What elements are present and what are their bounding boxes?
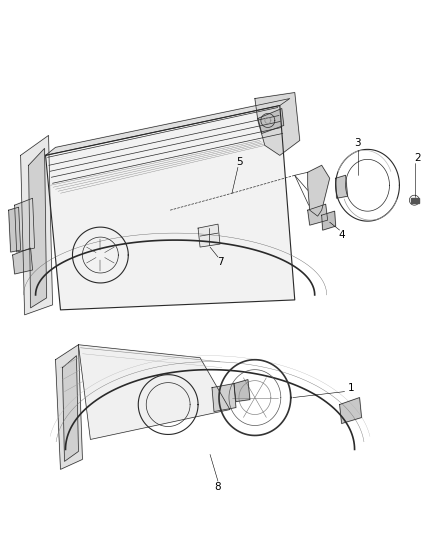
Polygon shape bbox=[258, 109, 284, 133]
Polygon shape bbox=[63, 356, 78, 462]
Polygon shape bbox=[78, 345, 230, 439]
Text: 4: 4 bbox=[338, 230, 345, 240]
Text: 1: 1 bbox=[348, 383, 355, 393]
Polygon shape bbox=[198, 224, 220, 247]
Polygon shape bbox=[56, 345, 82, 470]
Text: 5: 5 bbox=[237, 157, 243, 167]
Polygon shape bbox=[46, 106, 295, 310]
Text: 2: 2 bbox=[414, 154, 420, 163]
Polygon shape bbox=[234, 379, 250, 401]
Polygon shape bbox=[411, 198, 419, 203]
Polygon shape bbox=[14, 198, 35, 252]
Polygon shape bbox=[308, 204, 328, 225]
Polygon shape bbox=[321, 211, 336, 230]
Text: 3: 3 bbox=[354, 139, 361, 148]
Polygon shape bbox=[9, 207, 21, 252]
Text: 7: 7 bbox=[217, 257, 223, 267]
Text: 8: 8 bbox=[215, 482, 221, 492]
Polygon shape bbox=[28, 148, 46, 308]
Polygon shape bbox=[339, 398, 361, 424]
Polygon shape bbox=[212, 384, 236, 411]
Polygon shape bbox=[255, 93, 300, 155]
Polygon shape bbox=[13, 248, 32, 274]
Polygon shape bbox=[336, 175, 348, 198]
Polygon shape bbox=[46, 99, 290, 155]
Polygon shape bbox=[21, 135, 53, 315]
Polygon shape bbox=[308, 165, 330, 216]
